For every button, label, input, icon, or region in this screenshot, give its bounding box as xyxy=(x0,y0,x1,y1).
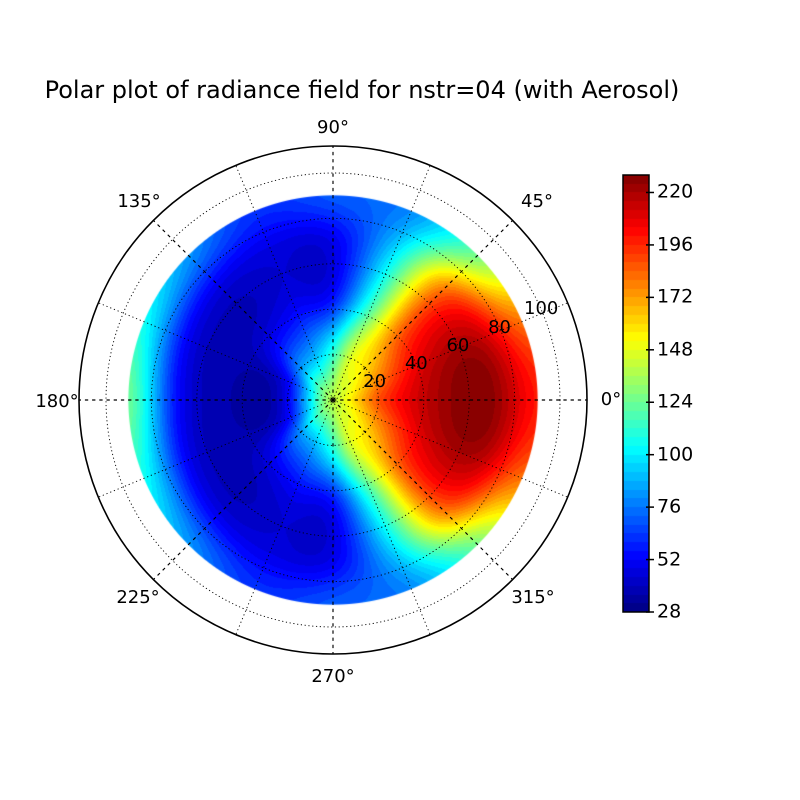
figure-title: Polar plot of radiance field for nstr=04… xyxy=(44,76,680,104)
